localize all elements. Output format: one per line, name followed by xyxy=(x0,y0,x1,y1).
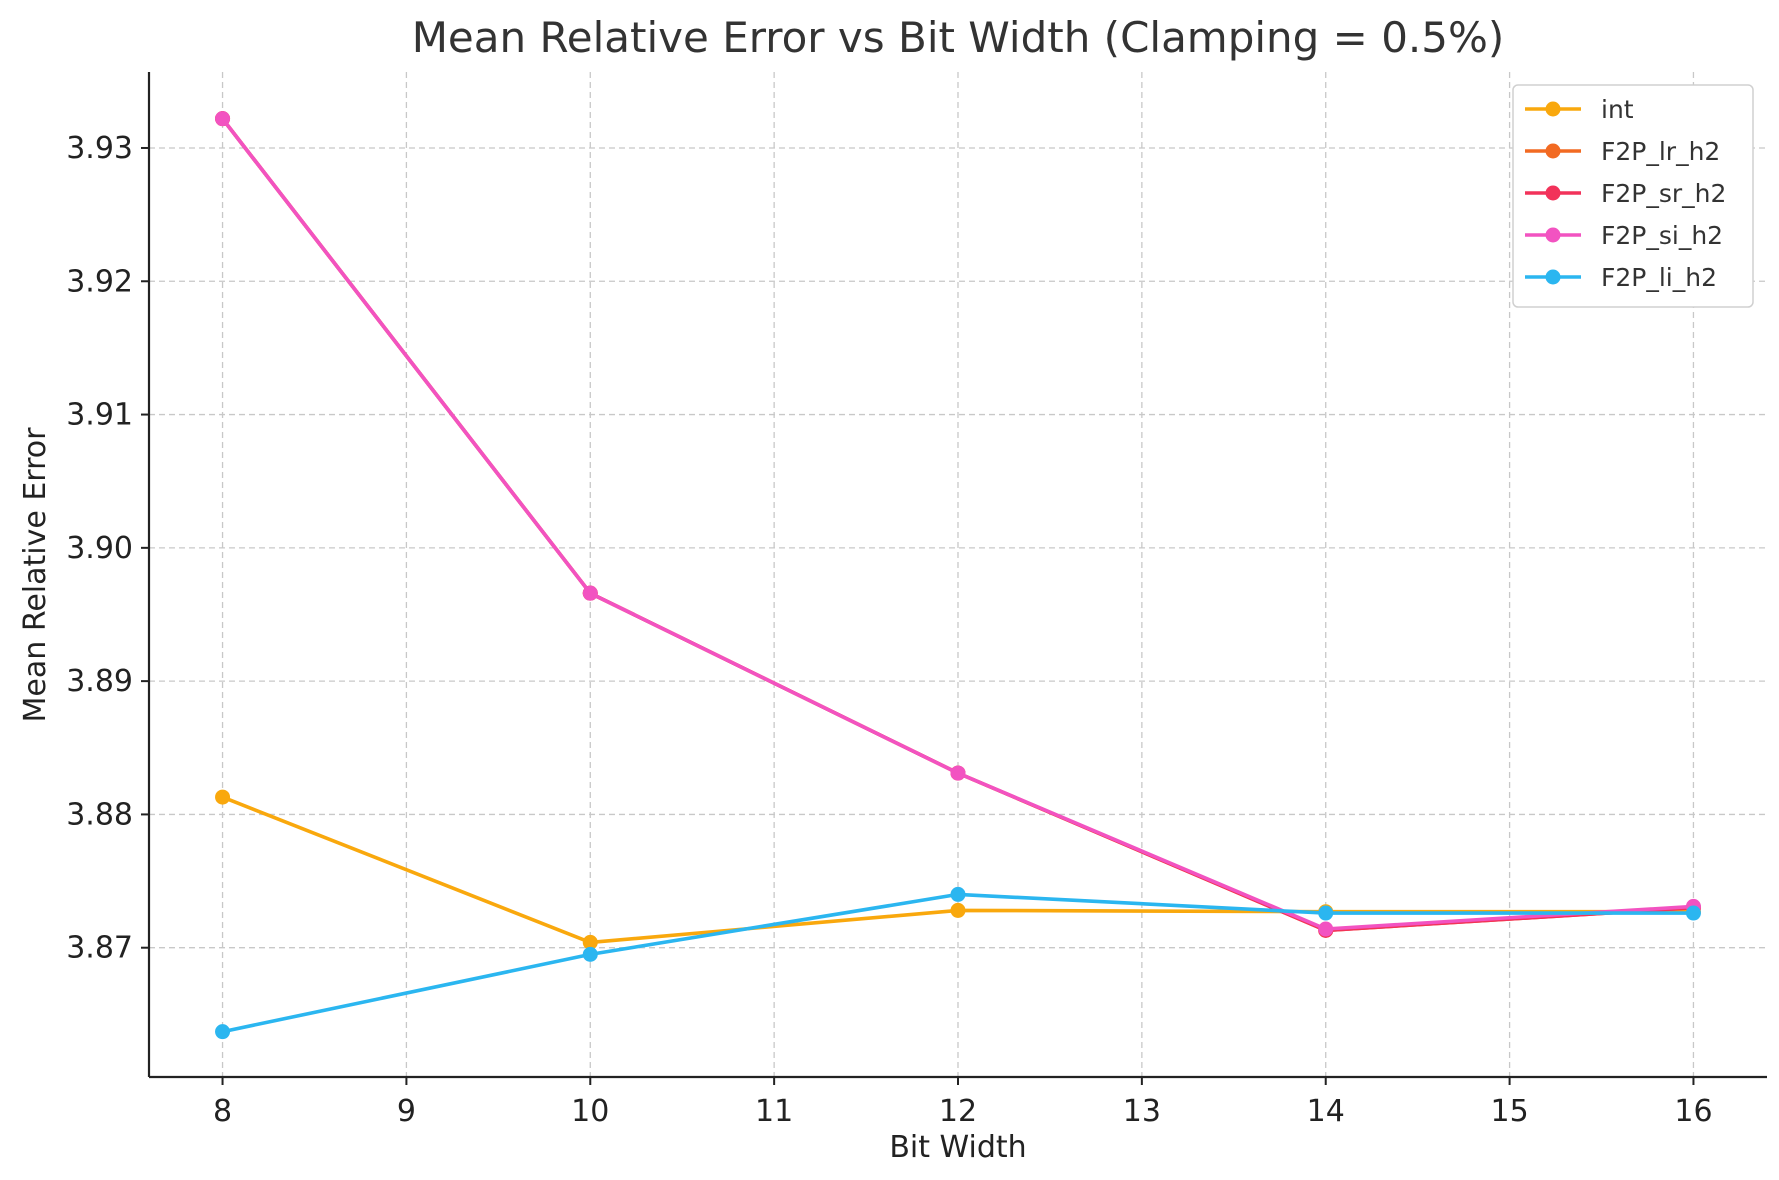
x-tick-label: 10 xyxy=(571,1094,609,1129)
data-point xyxy=(215,111,231,127)
series-F2P_si_h2 xyxy=(215,111,1701,937)
x-axis-ticks: 8 9 10 11 12 13 14 15 16 xyxy=(213,1077,1713,1129)
y-tick-label: 3.92 xyxy=(66,264,133,299)
legend-label: F2P_si_h2 xyxy=(1601,221,1723,250)
legend-swatch-marker xyxy=(1545,269,1561,285)
legend-item: F2P_li_h2 xyxy=(1525,263,1717,292)
legend-item: F2P_lr_h2 xyxy=(1525,137,1720,166)
x-tick-label: 12 xyxy=(939,1094,977,1129)
legend: int F2P_lr_h2 F2P_sr_h2 F2P_si_h2 F2P_li_h2 xyxy=(1512,84,1754,308)
data-point xyxy=(582,585,598,601)
x-tick-label: 14 xyxy=(1307,1094,1345,1129)
legend-swatch-marker xyxy=(1545,227,1561,243)
x-axis-label: Bit Width xyxy=(889,1130,1026,1165)
x-tick-label: 9 xyxy=(397,1094,416,1129)
data-point xyxy=(582,934,598,950)
chart-title: Mean Relative Error vs Bit Width (Clampi… xyxy=(412,13,1505,62)
legend-item: F2P_si_h2 xyxy=(1525,221,1723,250)
y-tick-label: 3.93 xyxy=(66,131,133,166)
grid-lines xyxy=(149,72,1767,1077)
legend-label: int xyxy=(1601,95,1634,124)
data-point xyxy=(215,789,231,805)
legend-swatch-marker xyxy=(1545,101,1561,117)
y-tick-label: 3.89 xyxy=(66,664,133,699)
data-point xyxy=(1318,921,1334,937)
x-tick-label: 13 xyxy=(1123,1094,1161,1129)
legend-box xyxy=(1512,84,1754,308)
data-point xyxy=(950,765,966,781)
legend-swatch-marker xyxy=(1545,143,1561,159)
data-point xyxy=(950,902,966,918)
y-tick-label: 3.88 xyxy=(66,797,133,832)
data-point xyxy=(1318,905,1334,921)
x-tick-label: 11 xyxy=(755,1094,793,1129)
data-point xyxy=(1685,905,1701,921)
legend-item: int xyxy=(1525,95,1634,124)
data-point xyxy=(582,946,598,962)
y-tick-label: 3.90 xyxy=(66,531,133,566)
y-axis-label: Mean Relative Error xyxy=(18,427,53,723)
x-tick-label: 16 xyxy=(1674,1094,1712,1129)
x-tick-label: 8 xyxy=(213,1094,232,1129)
plot-area xyxy=(215,111,1701,1040)
y-tick-label: 3.87 xyxy=(66,931,133,966)
data-point xyxy=(950,886,966,902)
legend-label: F2P_li_h2 xyxy=(1601,263,1717,292)
y-tick-label: 3.91 xyxy=(66,398,133,433)
y-axis-ticks: 3.87 3.88 3.89 3.90 3.91 3.92 3.93 xyxy=(66,131,149,966)
legend-label: F2P_lr_h2 xyxy=(1601,137,1720,166)
series-F2P_li_h2 xyxy=(215,886,1701,1040)
legend-item: F2P_sr_h2 xyxy=(1525,179,1726,208)
x-tick-label: 15 xyxy=(1490,1094,1528,1129)
legend-swatch-marker xyxy=(1545,185,1561,201)
legend-label: F2P_sr_h2 xyxy=(1601,179,1726,208)
data-point xyxy=(215,1024,231,1040)
